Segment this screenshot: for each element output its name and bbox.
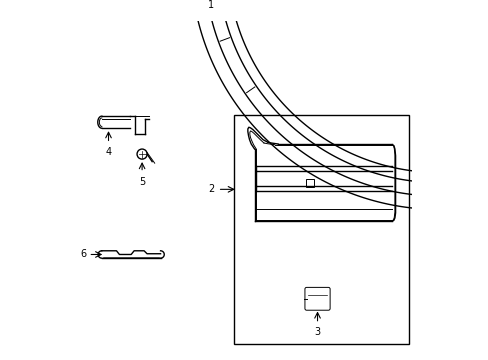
Bar	[234, 116, 408, 344]
Text: 5: 5	[139, 177, 145, 186]
Bar	[305, 179, 313, 188]
Text: 4: 4	[105, 147, 111, 157]
Text: 3: 3	[314, 327, 320, 337]
Text: 2: 2	[207, 184, 214, 194]
Text: 6: 6	[81, 249, 86, 260]
Text: 1: 1	[207, 0, 213, 10]
